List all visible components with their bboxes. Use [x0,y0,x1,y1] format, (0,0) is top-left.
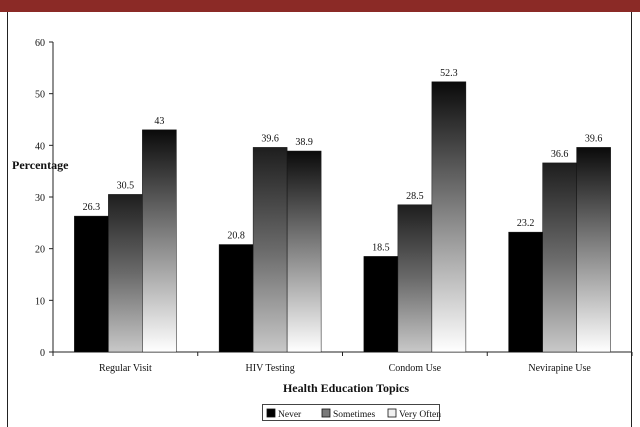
data-label: 26.3 [83,202,101,213]
legend-swatch [321,408,331,418]
legend-swatch [387,408,397,418]
bar-sometimes [542,162,577,353]
data-label: 18.5 [372,242,390,253]
category-label: HIV Testing [246,363,295,374]
data-label: 39.6 [585,133,603,144]
data-label: 39.6 [261,133,279,144]
y-tick-label: 0 [40,348,45,359]
legend-swatch [266,408,276,418]
header-bar [0,0,640,12]
legend-label: Very Often [399,409,441,420]
legend-label: Sometimes [333,410,376,420]
bar-sometimes [252,147,288,353]
data-label: 36.6 [551,149,569,160]
y-tick-label: 20 [35,245,45,256]
y-tick-label: 10 [35,296,45,307]
data-label: 43 [154,116,164,127]
x-axis-title: Health Education Topics [283,381,409,395]
y-tick-label: 30 [35,193,45,204]
y-axis-title: Percentage [12,158,69,172]
bar-very-often [142,129,177,353]
bars [74,81,611,353]
bar-sometimes [108,194,143,353]
bar-never [218,244,254,353]
data-label: 28.5 [406,191,424,202]
data-label: 52.3 [440,68,458,79]
labels: 26.3 30.5 43 Regular Visit 20.8 39.6 38.9 HIV T… [83,68,603,374]
y-tick-label: 40 [35,141,45,152]
bar-sometimes [397,204,433,353]
bar-very-often [431,81,467,353]
category-label: Nevirapine Use [528,363,591,374]
data-label: 38.9 [295,137,313,148]
category-label: Regular Visit [99,363,152,374]
category-label: Condom Use [389,363,442,374]
data-label: 20.8 [227,231,245,242]
legend-label: Never [278,410,302,420]
y-tick-label: 50 [35,90,45,101]
data-label: 23.2 [517,218,535,229]
bar-never [363,256,399,353]
bar-very-often [576,147,611,353]
bar-never [74,215,109,353]
bar-never [508,231,543,353]
y-tick-label: 60 [35,38,45,49]
data-label: 30.5 [117,180,135,191]
bar-very-often [286,150,322,353]
chart-frame [7,12,632,427]
